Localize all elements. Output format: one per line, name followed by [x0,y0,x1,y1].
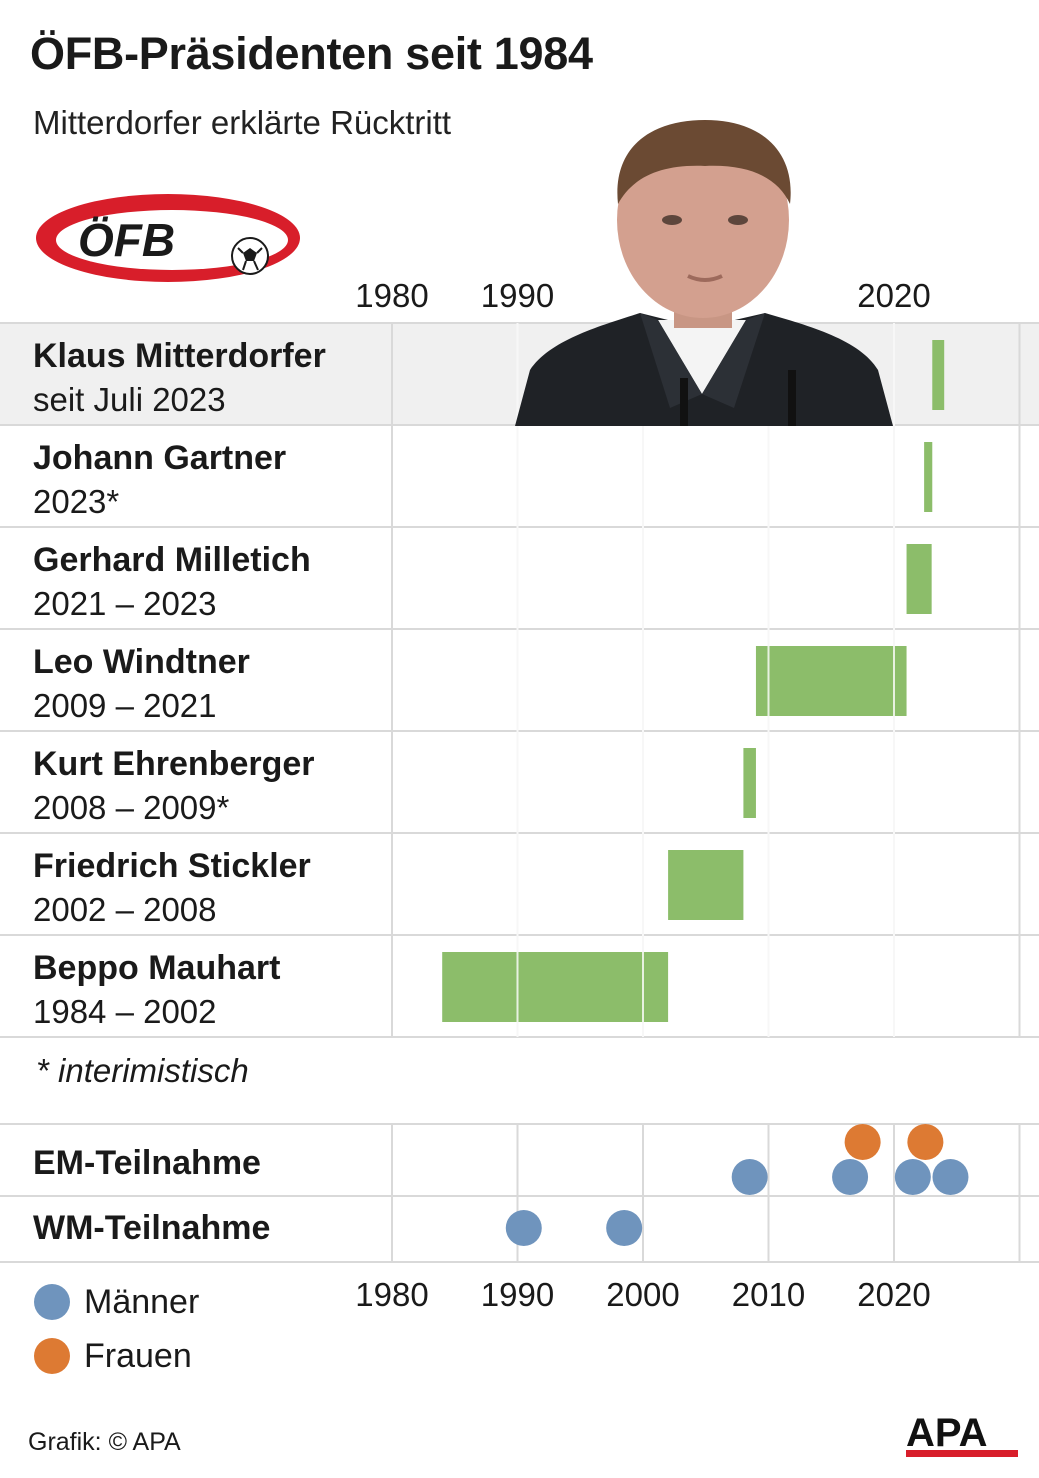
bar-4 [743,748,756,818]
tick-top-1990: 1990 [481,277,554,314]
tick-bottom-2010: 2010 [732,1276,805,1313]
dot-men-2016 [832,1159,869,1195]
dot-men-2024 [932,1159,969,1195]
oefb-logo: ÖFB [36,194,300,282]
bar-6 [442,952,669,1022]
page-title: ÖFB-Präsidenten seit 1984 [30,28,593,79]
apa-logo-text: APA [906,1411,987,1455]
president-years-6: 1984 – 2002 [33,993,217,1030]
participation-dots [505,1124,969,1246]
dot-men-2021 [894,1159,931,1195]
dot-men-1990 [505,1210,542,1246]
president-name-3: Leo Windtner [33,643,250,681]
tick-top-2020: 2020 [857,277,930,314]
legend: Männer Frauen [34,1275,199,1383]
president-bars [442,323,945,1037]
president-name-6: Beppo Mauhart [33,949,280,987]
president-years-4: 2008 – 2009* [33,789,230,826]
tick-top-1980: 1980 [355,277,428,314]
president-years-5: 2002 – 2008 [33,891,217,928]
credit: Grafik: © APA [28,1428,181,1456]
president-name-4: Kurt Ehrenberger [33,745,315,783]
bar-1 [924,442,933,512]
page-subtitle: Mitterdorfer erklärte Rücktritt [33,104,452,141]
dot-women-2017 [844,1124,881,1160]
apa-logo: APA [906,1411,1018,1457]
tick-bottom-2000: 2000 [606,1276,679,1313]
president-labels: Klaus Mitterdorfer seit Juli 2023 Johann G… [33,337,326,1247]
legend-men: Männer [34,1275,199,1329]
tick-bottom-2020: 2020 [857,1276,930,1313]
logo-text: ÖFB [78,214,175,266]
president-name-0: Klaus Mitterdorfer [33,337,326,375]
president-years-0: seit Juli 2023 [33,381,226,418]
bar-3 [755,646,907,716]
legend-men-dot [34,1284,70,1320]
bar-5 [668,850,744,920]
president-years-3: 2009 – 2021 [33,687,217,724]
president-name-2: Gerhard Milletich [33,541,311,579]
bar-0 [932,340,945,410]
dot-men-2008 [731,1159,768,1195]
participation-label-0: EM-Teilnahme [33,1144,261,1182]
president-years-1: 2023* [33,483,119,520]
president-name-1: Johann Gartner [33,439,286,477]
bar-2 [906,544,932,614]
tick-bottom-1990: 1990 [481,1276,554,1313]
legend-men-label: Männer [84,1282,200,1321]
legend-women-label: Frauen [84,1336,192,1375]
participation-label-1: WM-Teilnahme [33,1209,270,1247]
legend-women: Frauen [34,1329,199,1383]
axis-ticks: 1980 1990 2020 1980 1990 2000 2010 2020 [355,277,930,1313]
portrait-photo [515,120,893,426]
legend-women-dot [34,1338,70,1374]
dot-women-2022 [907,1124,944,1160]
tick-bottom-1980: 1980 [355,1276,428,1313]
president-years-2: 2021 – 2023 [33,585,217,622]
footnote: * interimistisch [36,1052,249,1089]
president-name-5: Friedrich Stickler [33,847,311,885]
dot-men-1998 [606,1210,643,1246]
